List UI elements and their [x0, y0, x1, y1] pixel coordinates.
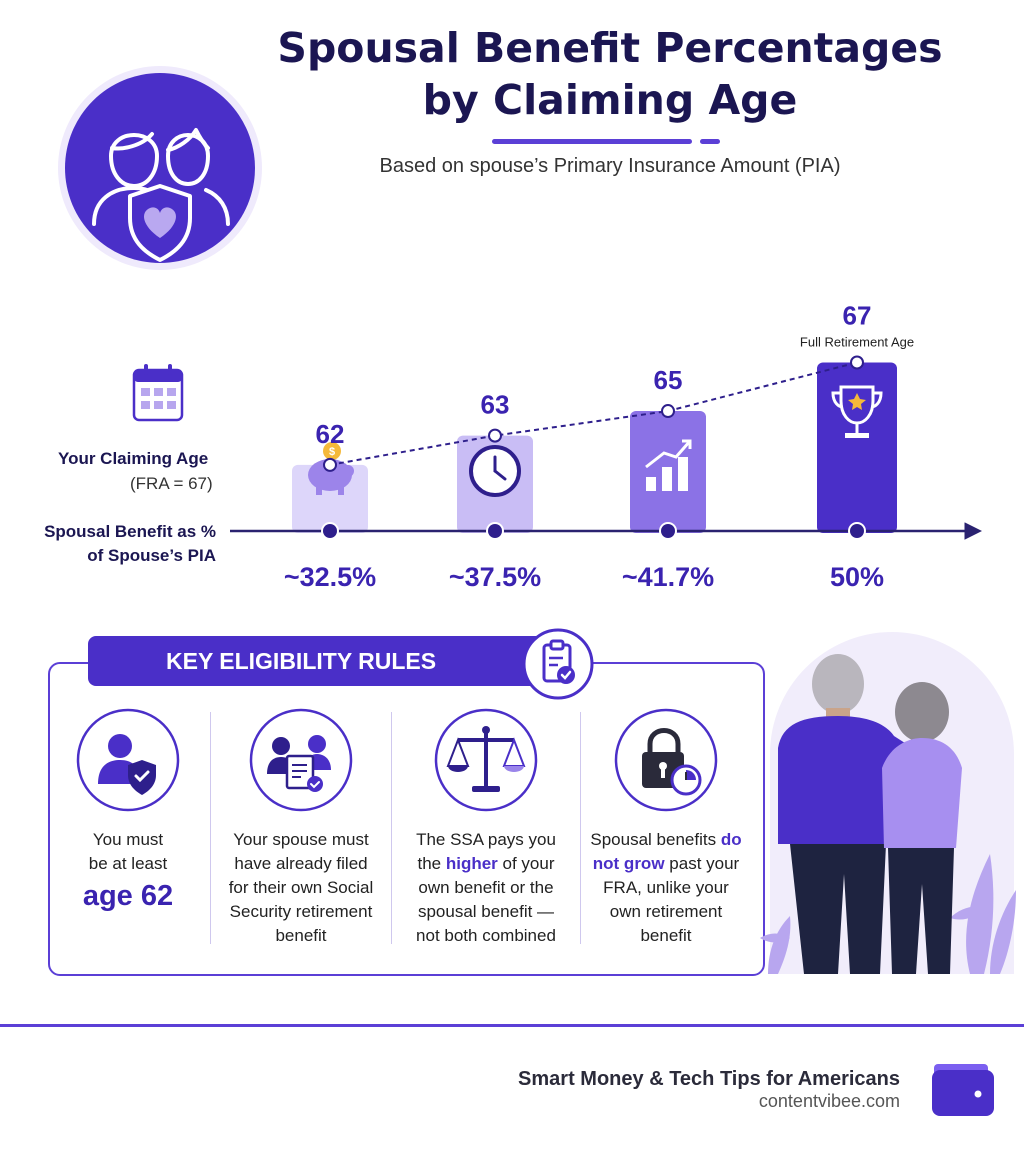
category-label-67: 67: [843, 301, 872, 331]
title-underline-accent: [700, 139, 720, 144]
scales-icon: [434, 708, 538, 812]
couple-shield-icon: [58, 66, 262, 270]
trophy-icon: [831, 385, 883, 438]
rule-higher-pre: The SSA pays you the: [416, 830, 556, 873]
footer-site-link[interactable]: contentvibee.com: [758, 1091, 900, 1111]
clock-icon: [469, 445, 521, 497]
lock-clock-icon: [614, 708, 718, 812]
value-label-67: 50%: [830, 562, 884, 592]
rule-divider: [210, 712, 211, 944]
y-axis-label: Spousal Benefit as % of Spouse’s PIA: [20, 520, 216, 568]
rule-age-value: age 62: [82, 880, 174, 912]
rule-higher-benefit: The SSA pays you the higher of your own …: [393, 700, 579, 950]
category-label-65: 65: [654, 365, 683, 395]
annotation-full-retirement-age: Full Retirement Age: [800, 335, 914, 350]
footer-tagline: Smart Money & Tech Tips for Americans: [518, 1068, 900, 1090]
x-axis-label: Your Claiming Age: [58, 449, 209, 468]
rule-age: You must be at least age 62: [48, 700, 208, 950]
wallet-logo-icon: [932, 1064, 994, 1116]
rule-divider: [580, 712, 581, 944]
trend-line: [329, 361, 858, 466]
axis-dot-65: [661, 524, 675, 538]
trend-point-63: [488, 428, 502, 443]
value-label-63: ~37.5%: [449, 562, 541, 592]
title-line-1: Spousal Benefit Percentages: [277, 24, 943, 72]
axis-dot-63: [488, 524, 502, 538]
rule-spouse-filed: Your spouse must have already filed for …: [212, 700, 390, 950]
trend-point-67: [850, 355, 864, 370]
title-line-2: by Claiming Age: [422, 76, 798, 124]
rule-age-text: You must be at least: [88, 830, 168, 873]
page-title: Spousal Benefit Percentages by Claiming …: [260, 22, 960, 126]
value-label-62: ~32.5%: [284, 562, 376, 592]
rule-higher-post: of your own benefit or the spousal benef…: [416, 854, 556, 945]
rule-divider: [391, 712, 392, 944]
y-axis-label-line-1: Spousal Benefit as %: [44, 522, 216, 541]
trend-point-62: [323, 457, 337, 472]
trend-point-65: [661, 404, 675, 419]
rule-no-growth-highlight: do not grow: [592, 830, 742, 873]
page-subtitle: Based on spouse’s Primary Insurance Amou…: [379, 155, 841, 177]
footer-divider: [0, 1024, 1024, 1027]
rule-no-growth: Spousal benefits do not grow past your F…: [582, 700, 750, 950]
category-label-63: 63: [481, 390, 510, 420]
piggy-bank-icon: $: [308, 442, 354, 495]
category-label-62: 62: [316, 419, 345, 449]
bar-chart: $ 62 ~32.5% 63 ~37.5% 65 ~41.7% 67 50% Full Reti…: [132, 301, 982, 592]
rule-spouse-filed-text: Your spouse must have already filed for …: [228, 830, 374, 945]
axis-dot-62: [323, 524, 337, 538]
rule-higher-highlight: higher: [445, 854, 498, 873]
growth-chart-icon: [645, 439, 692, 491]
y-axis-label-line-2: of Spouse’s PIA: [87, 546, 216, 565]
couple-document-icon: [249, 708, 353, 812]
value-label-65: ~41.7%: [622, 562, 714, 592]
clipboard-check-icon: [522, 628, 594, 700]
person-shield-icon: [76, 708, 180, 812]
rule-no-growth-pre: Spousal benefits: [590, 830, 717, 849]
calendar-icon: [132, 364, 184, 422]
axis-dot-67: [850, 524, 864, 538]
title-underline: [492, 139, 692, 144]
fra-note: (FRA = 67): [130, 474, 213, 493]
svg-text:$: $: [329, 446, 335, 458]
eligibility-banner: KEY ELIGIBILITY RULES: [88, 636, 558, 686]
rule-no-growth-post: past your FRA, unlike your own retiremen…: [603, 854, 740, 945]
elderly-couple-illustration: [760, 632, 1016, 974]
